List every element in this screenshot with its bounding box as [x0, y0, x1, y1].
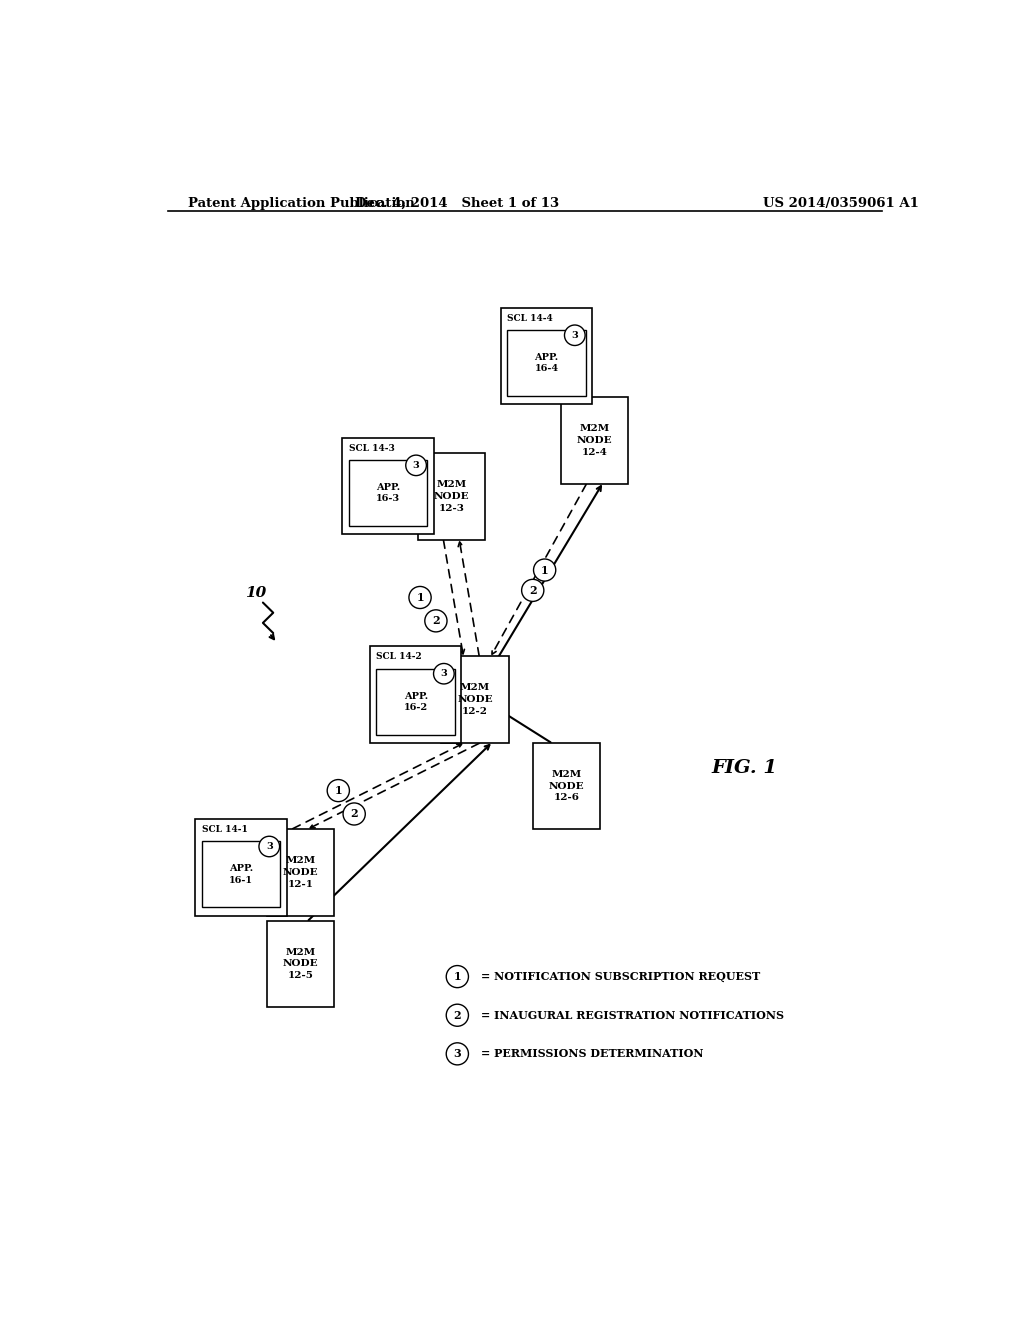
Bar [267, 829, 334, 916]
Bar [441, 656, 509, 743]
Text: Patent Application Publication: Patent Application Publication [187, 197, 415, 210]
Text: 3: 3 [454, 1048, 461, 1060]
Text: = NOTIFICATION SUBSCRIPTION REQUEST: = NOTIFICATION SUBSCRIPTION REQUEST [481, 972, 761, 982]
Ellipse shape [328, 780, 349, 801]
Text: Dec. 4, 2014   Sheet 1 of 13: Dec. 4, 2014 Sheet 1 of 13 [355, 197, 559, 210]
Bar [196, 818, 287, 916]
Bar [501, 308, 592, 404]
Bar [370, 647, 461, 743]
Bar [418, 453, 485, 540]
Text: APP.
16-4: APP. 16-4 [535, 354, 559, 374]
Text: FIG. 1: FIG. 1 [712, 759, 777, 777]
Text: 2: 2 [529, 585, 537, 595]
Text: APP.
16-1: APP. 16-1 [229, 865, 253, 884]
Text: 3: 3 [440, 669, 447, 678]
Bar [267, 921, 334, 1007]
Text: = PERMISSIONS DETERMINATION: = PERMISSIONS DETERMINATION [481, 1048, 703, 1060]
Bar [342, 438, 433, 535]
Text: 1: 1 [541, 565, 549, 576]
Bar [560, 397, 628, 483]
Text: SCL 14-1: SCL 14-1 [202, 825, 248, 834]
Bar [377, 669, 455, 735]
Text: = INAUGURAL REGISTRATION NOTIFICATIONS: = INAUGURAL REGISTRATION NOTIFICATIONS [481, 1010, 784, 1020]
Ellipse shape [564, 325, 585, 346]
Bar [202, 841, 281, 907]
Text: M2M
NODE
12-1: M2M NODE 12-1 [283, 857, 318, 888]
Ellipse shape [446, 1005, 468, 1026]
Bar [348, 461, 427, 527]
Text: M2M
NODE
12-4: M2M NODE 12-4 [577, 424, 612, 457]
Ellipse shape [409, 586, 431, 609]
Text: M2M
NODE
12-5: M2M NODE 12-5 [283, 948, 318, 981]
Ellipse shape [259, 837, 280, 857]
Ellipse shape [343, 803, 366, 825]
Bar [507, 330, 586, 396]
Text: 1: 1 [335, 785, 342, 796]
Ellipse shape [406, 455, 426, 475]
Text: 3: 3 [266, 842, 272, 851]
Ellipse shape [446, 1043, 468, 1065]
Text: 3: 3 [571, 331, 579, 339]
Text: APP.
16-2: APP. 16-2 [403, 692, 428, 711]
Ellipse shape [521, 579, 544, 602]
Text: 1: 1 [454, 972, 461, 982]
Text: 10: 10 [246, 586, 266, 601]
Text: 2: 2 [350, 808, 358, 820]
Text: 3: 3 [413, 461, 420, 470]
Text: SCL 14-3: SCL 14-3 [348, 444, 394, 453]
Ellipse shape [534, 558, 556, 581]
Text: SCL 14-2: SCL 14-2 [377, 652, 422, 661]
Text: M2M
NODE
12-3: M2M NODE 12-3 [433, 480, 469, 512]
Ellipse shape [433, 664, 455, 684]
Text: M2M
NODE
12-6: M2M NODE 12-6 [549, 770, 585, 803]
Text: 2: 2 [432, 615, 439, 627]
Text: US 2014/0359061 A1: US 2014/0359061 A1 [763, 197, 919, 210]
Text: 1: 1 [416, 591, 424, 603]
Ellipse shape [425, 610, 447, 632]
Text: APP.
16-3: APP. 16-3 [376, 483, 400, 503]
Text: M2M
NODE
12-2: M2M NODE 12-2 [458, 684, 493, 715]
Bar [532, 743, 600, 829]
Text: 2: 2 [454, 1010, 461, 1020]
Ellipse shape [446, 965, 468, 987]
Text: SCL 14-4: SCL 14-4 [507, 314, 553, 323]
